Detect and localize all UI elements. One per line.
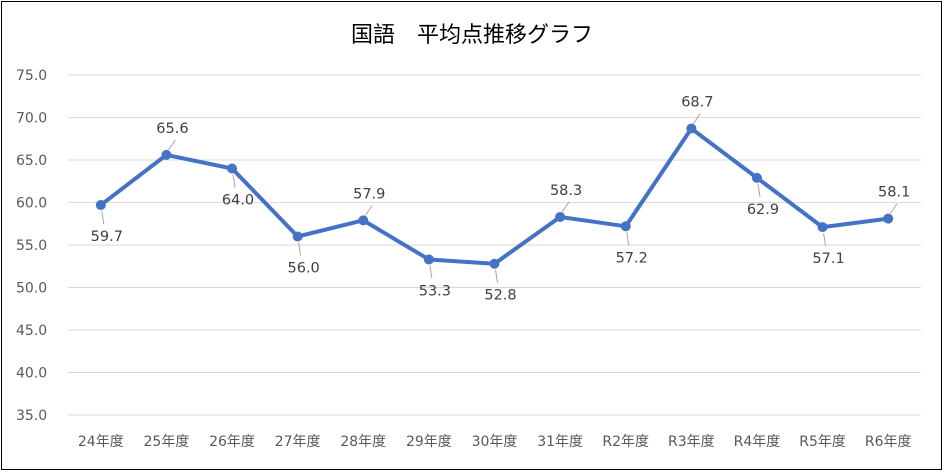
data-point — [555, 211, 566, 222]
leader-line — [626, 232, 630, 246]
data-label: 68.7 — [681, 95, 713, 111]
data-label: 58.1 — [878, 185, 910, 201]
data-point — [227, 163, 238, 174]
series-line-group — [95, 123, 894, 269]
leader-line — [561, 201, 570, 213]
chart-title: 国語 平均点推移グラフ — [351, 23, 593, 48]
data-point — [423, 254, 434, 265]
label-leader-lines — [101, 113, 898, 283]
y-tick-label: 50.0 — [16, 281, 47, 297]
data-label: 57.1 — [812, 251, 844, 267]
y-tick-label: 45.0 — [16, 323, 47, 339]
x-tick-label: 26年度 — [209, 434, 255, 450]
data-label: 65.6 — [156, 121, 188, 137]
x-tick-label: R5年度 — [799, 434, 846, 450]
data-point — [161, 149, 172, 160]
x-tick-label: 25年度 — [144, 434, 190, 450]
leader-line — [168, 139, 176, 151]
data-label: 52.8 — [484, 288, 516, 304]
gridlines — [68, 74, 921, 416]
leader-line — [298, 242, 302, 256]
data-point — [95, 200, 106, 211]
leader-line — [364, 205, 373, 216]
y-tick-label: 70.0 — [16, 111, 47, 127]
x-tick-label: R6年度 — [865, 434, 912, 450]
data-label: 53.3 — [419, 283, 451, 299]
data-point — [620, 221, 631, 232]
x-tick-label: R3年度 — [668, 434, 715, 450]
y-tick-label: 75.0 — [16, 68, 47, 84]
data-label: 62.9 — [747, 202, 779, 218]
data-point — [751, 172, 762, 183]
data-point — [292, 231, 303, 242]
data-point — [489, 258, 500, 269]
x-tick-label: 27年度 — [275, 434, 321, 450]
leader-line — [101, 210, 105, 225]
data-label: 64.0 — [222, 193, 254, 209]
x-tick-label: 28年度 — [340, 434, 386, 450]
data-labels: 59.7 65.6 64.0 56.0 57.9 53.3 52.8 58.3 57.2 68.7… — [91, 95, 911, 304]
data-label: 57.9 — [353, 186, 385, 202]
leader-line — [495, 269, 498, 283]
series-line — [98, 126, 891, 266]
leader-line — [889, 203, 898, 214]
leader-line — [823, 233, 827, 247]
data-label: 57.2 — [616, 250, 648, 266]
data-point — [686, 123, 697, 134]
x-axis: 24年度 25年度 26年度 27年度 28年度 29年度 30年度 31年度 R2年度 R3年度… — [78, 434, 912, 450]
x-tick-label: 30年度 — [472, 434, 518, 450]
data-label: 58.3 — [550, 183, 582, 199]
x-tick-label: 24年度 — [78, 434, 124, 450]
y-tick-label: 60.0 — [16, 196, 47, 212]
leader-line — [757, 183, 761, 197]
data-label: 59.7 — [91, 229, 123, 245]
y-tick-label: 35.0 — [16, 408, 47, 424]
x-tick-label: 31年度 — [537, 434, 583, 450]
data-point — [817, 222, 828, 233]
y-tick-label: 55.0 — [16, 238, 47, 254]
y-tick-label: 40.0 — [16, 366, 47, 382]
x-tick-label: R2年度 — [602, 434, 649, 450]
data-point — [358, 215, 369, 226]
y-tick-label: 65.0 — [16, 153, 47, 169]
x-tick-label: R4年度 — [734, 434, 781, 450]
leader-line — [692, 113, 701, 124]
leader-line — [232, 174, 236, 188]
data-label: 56.0 — [288, 261, 320, 277]
y-axis: 35.0 40.0 45.0 50.0 55.0 60.0 65.0 70.0 75.0 — [16, 68, 47, 424]
leader-line — [429, 265, 433, 279]
data-point — [883, 213, 894, 224]
x-tick-label: 29年度 — [406, 434, 452, 450]
